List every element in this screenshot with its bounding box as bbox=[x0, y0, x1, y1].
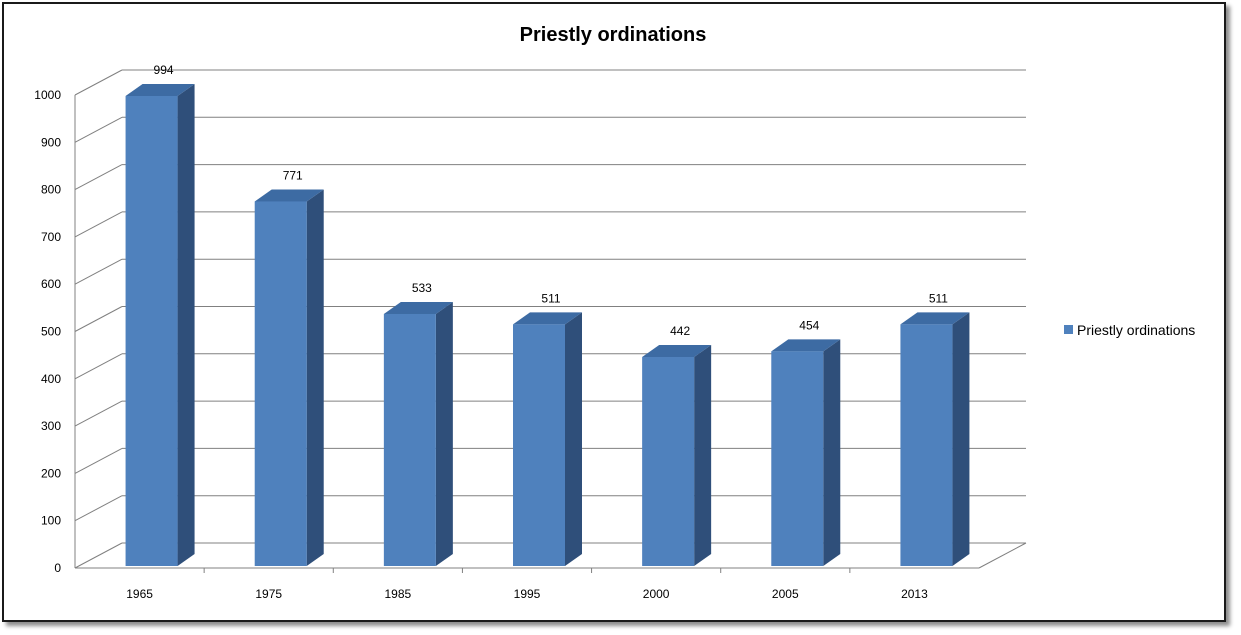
data-label: 771 bbox=[283, 168, 303, 182]
gridline-side bbox=[74, 542, 123, 569]
bar-side bbox=[177, 84, 195, 566]
x-tick-label: 1965 bbox=[126, 587, 153, 601]
chart-frame bbox=[2, 2, 1226, 622]
bar-side bbox=[565, 312, 582, 566]
legend: Priestly ordinations bbox=[1064, 322, 1195, 338]
bar bbox=[254, 201, 307, 566]
bar bbox=[125, 96, 178, 566]
x-tick-label: 1975 bbox=[255, 587, 282, 601]
gridline-side bbox=[74, 447, 123, 474]
x-tick-label: 2000 bbox=[643, 587, 670, 601]
data-label: 442 bbox=[670, 324, 690, 338]
y-tick-label: 800 bbox=[41, 183, 61, 197]
gridline-side bbox=[74, 353, 123, 380]
data-label: 511 bbox=[929, 291, 948, 305]
data-labels: 994 771 533 511 442 454 511 bbox=[154, 63, 949, 338]
bar-top bbox=[642, 345, 712, 358]
data-label: 454 bbox=[799, 318, 819, 332]
bars bbox=[125, 84, 970, 566]
bar-top bbox=[254, 189, 324, 202]
bar-side bbox=[306, 189, 324, 566]
chart-title: Priestly ordinations bbox=[520, 24, 707, 46]
x-tick-label: 2005 bbox=[772, 587, 799, 601]
gridline-side bbox=[74, 164, 123, 191]
gridline-side bbox=[74, 211, 123, 238]
data-label: 511 bbox=[541, 291, 560, 305]
data-label: 994 bbox=[154, 63, 174, 77]
y-tick-label: 400 bbox=[41, 372, 61, 386]
bar-side bbox=[952, 312, 970, 566]
gridline-side bbox=[74, 495, 123, 522]
y-tick-label: 1000 bbox=[34, 88, 61, 102]
bar-top bbox=[513, 312, 582, 325]
y-tick-label: 500 bbox=[41, 325, 61, 339]
y-tick-label: 700 bbox=[41, 230, 61, 244]
floor-edge bbox=[978, 542, 1027, 569]
bar-side bbox=[823, 339, 841, 566]
gridline-side bbox=[74, 306, 123, 332]
legend-label: Priestly ordinations bbox=[1077, 322, 1195, 338]
bar-side bbox=[435, 301, 453, 566]
y-tick-label: 300 bbox=[41, 419, 61, 433]
bar bbox=[383, 313, 436, 566]
bar bbox=[642, 357, 695, 566]
bar bbox=[900, 324, 953, 566]
bar-side bbox=[694, 345, 712, 566]
y-tick-label: 900 bbox=[41, 135, 61, 149]
y-tick-label: 200 bbox=[41, 466, 61, 480]
gridline-side bbox=[74, 400, 123, 427]
data-label: 533 bbox=[412, 281, 432, 295]
bar bbox=[513, 324, 565, 566]
bar-top bbox=[125, 84, 195, 96]
gridline-side bbox=[74, 69, 123, 96]
x-tick-label: 2013 bbox=[901, 587, 928, 601]
bar-top bbox=[383, 301, 453, 314]
bar-top bbox=[771, 339, 841, 352]
bar-top bbox=[900, 312, 970, 325]
axes: 0 100 200 300 400 500 600 700 800 900 1000 1965 1975… bbox=[34, 88, 1027, 601]
bar bbox=[771, 351, 824, 566]
gridline-side bbox=[74, 258, 123, 285]
y-tick-label: 100 bbox=[41, 514, 61, 528]
x-tick-label: 1995 bbox=[514, 587, 541, 601]
gridline-side bbox=[74, 116, 123, 143]
y-tick-label: 600 bbox=[41, 277, 61, 291]
y-tick-label: 0 bbox=[54, 561, 61, 575]
x-tick-label: 1985 bbox=[385, 587, 412, 601]
legend-swatch bbox=[1064, 325, 1073, 334]
